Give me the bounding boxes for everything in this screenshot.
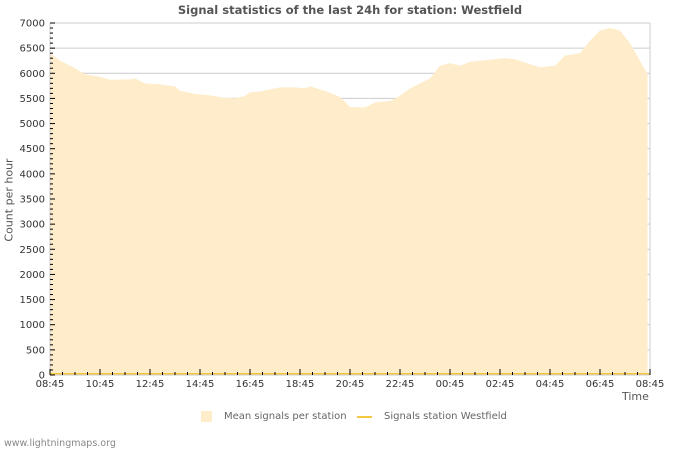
svg-text:4500: 4500 [20,144,45,155]
site-credit: www.lightningmaps.org [4,438,116,449]
svg-text:3500: 3500 [20,195,45,206]
svg-text:12:45: 12:45 [136,379,165,390]
legend-label-mean: Mean signals per station [224,411,347,422]
legend-label-station: Signals station Westfield [384,411,507,422]
svg-text:06:45: 06:45 [586,379,615,390]
svg-text:16:45: 16:45 [236,379,265,390]
svg-text:6000: 6000 [20,69,45,80]
svg-text:5000: 5000 [20,119,45,130]
svg-text:10:45: 10:45 [86,379,115,390]
svg-text:08:45: 08:45 [636,379,665,390]
mean-signals-area [50,28,648,376]
svg-text:2500: 2500 [20,245,45,256]
svg-text:5500: 5500 [20,94,45,105]
svg-text:6500: 6500 [20,44,45,55]
x-axis-ticks: 08:45 10:45 12:45 14:45 16:45 18:45 20:45 22:45… [36,369,665,390]
svg-text:0: 0 [39,371,45,382]
line-swatch-icon [357,415,372,418]
legend-item-mean: Mean signals per station [201,411,347,422]
svg-text:7000: 7000 [20,19,45,30]
area-swatch-icon [201,411,212,422]
legend-item-station: Signals station Westfield [357,411,507,422]
svg-text:00:45: 00:45 [436,379,465,390]
svg-text:500: 500 [26,345,45,356]
svg-text:22:45: 22:45 [386,379,415,390]
y-axis-ticks: 0 500 1000 1500 2000 2500 3000 3500 4000 4500 5000… [20,19,55,382]
svg-text:14:45: 14:45 [186,379,215,390]
svg-text:1500: 1500 [20,295,45,306]
svg-text:18:45: 18:45 [286,379,315,390]
svg-text:1000: 1000 [20,320,45,331]
svg-text:3000: 3000 [20,220,45,231]
x-axis-label: Time [622,390,649,403]
chart-title: Signal statistics of the last 24h for st… [177,3,523,17]
svg-text:02:45: 02:45 [486,379,515,390]
svg-text:04:45: 04:45 [536,379,565,390]
svg-text:4000: 4000 [20,169,45,180]
svg-text:08:45: 08:45 [36,379,65,390]
svg-text:20:45: 20:45 [336,379,365,390]
svg-text:2000: 2000 [20,270,45,281]
